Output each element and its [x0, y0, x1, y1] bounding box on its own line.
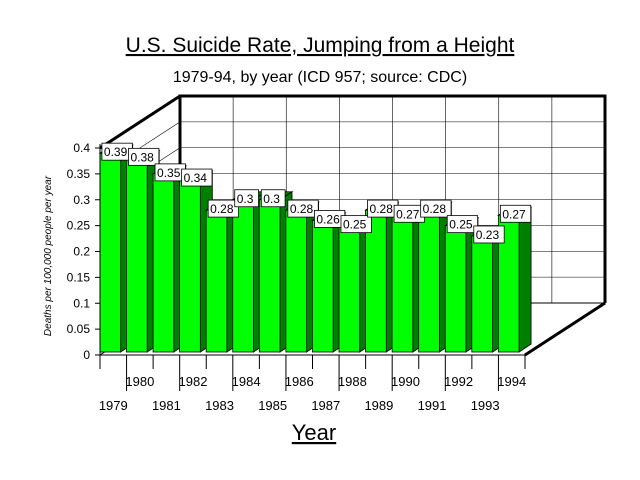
x-tick-label: 1979 — [99, 398, 128, 413]
value-label: 0.3 — [263, 192, 280, 206]
bar — [391, 214, 414, 353]
bar-side — [518, 206, 532, 353]
y-tick-label: 0.4 — [73, 141, 90, 155]
x-tick-label: 1981 — [152, 398, 181, 413]
value-label-box — [446, 215, 479, 234]
x-tick-label: 1993 — [471, 398, 500, 413]
value-label-box — [260, 189, 286, 208]
value-label: 0.34 — [184, 171, 208, 185]
value-label: 0.3 — [237, 192, 254, 206]
y-tick-label: 0.35 — [67, 167, 91, 181]
value-label: 0.27 — [396, 207, 420, 221]
y-tick-label: 0 — [83, 348, 90, 362]
plot-area: 0.39 0.380.35 0.340.280.3 0.30.280.26 0.250.… — [67, 94, 607, 413]
value-label-box — [473, 225, 505, 244]
value-label: 0.27 — [502, 207, 526, 221]
x-tick-label: 1994 — [497, 374, 526, 389]
bar — [312, 220, 334, 353]
x-axis-label: Year — [292, 420, 336, 445]
x-tick-label: 1991 — [418, 398, 447, 413]
value-label: 0.28 — [423, 202, 447, 216]
value-label: 0.23 — [476, 228, 500, 242]
chart-subtitle: 1979-94, by year (ICD 957; source: CDC) — [173, 69, 467, 86]
bar — [471, 235, 493, 353]
top-left-edge — [99, 94, 181, 150]
value-label: 0.39 — [104, 145, 128, 159]
y-tick-label: 0.3 — [73, 193, 90, 207]
bar — [205, 209, 228, 353]
y-axis-label: Deaths per 100,000 people per year — [43, 175, 54, 336]
value-label-box — [340, 215, 372, 234]
value-label: 0.28 — [210, 202, 234, 216]
x-tick-label: 1982 — [179, 374, 208, 389]
value-label-box — [287, 199, 319, 218]
x-tick-label: 1988 — [338, 374, 367, 389]
bar — [126, 157, 148, 353]
bar — [232, 199, 254, 353]
value-label-box — [207, 199, 239, 218]
value-label: 0.28 — [290, 202, 314, 216]
bar — [418, 209, 440, 353]
value-label: 0.25 — [343, 218, 367, 232]
bar — [99, 152, 122, 353]
floor-right-edge — [524, 301, 606, 357]
value-label-box — [128, 147, 160, 166]
x-tick-label: 1992 — [444, 374, 473, 389]
value-label: 0.28 — [370, 202, 394, 216]
value-label: 0.25 — [449, 218, 473, 232]
y-tick-label: 0.05 — [67, 322, 91, 336]
y-tick-label: 0.15 — [67, 270, 91, 284]
y-tick-label: 0.1 — [73, 296, 90, 310]
x-tick-label: 1980 — [125, 374, 154, 389]
x-tick-label: 1984 — [232, 374, 261, 389]
value-label: 0.38 — [130, 150, 154, 164]
bar — [338, 225, 361, 353]
bar — [285, 209, 307, 353]
value-label-box — [234, 189, 259, 208]
bar — [444, 225, 467, 353]
x-tick-label: 1989 — [364, 398, 393, 413]
y-tick-label: 0.25 — [67, 219, 91, 233]
x-tick-label: 1985 — [258, 398, 287, 413]
x-tick-label: 1983 — [205, 398, 234, 413]
x-tick-label: 1987 — [311, 398, 340, 413]
value-label-box — [181, 168, 213, 187]
value-label: 0.35 — [157, 166, 181, 180]
x-tick-label: 1986 — [285, 374, 314, 389]
x-tick-label: 1990 — [391, 374, 420, 389]
value-label-box — [420, 199, 452, 218]
y-tick-label: 0.2 — [73, 245, 90, 259]
value-label-box — [499, 204, 532, 223]
bar — [258, 199, 281, 353]
value-label: 0.26 — [316, 212, 340, 226]
bar — [179, 178, 201, 353]
chart-title: U.S. Suicide Rate, Jumping from a Height — [126, 34, 515, 57]
bar — [152, 173, 175, 353]
